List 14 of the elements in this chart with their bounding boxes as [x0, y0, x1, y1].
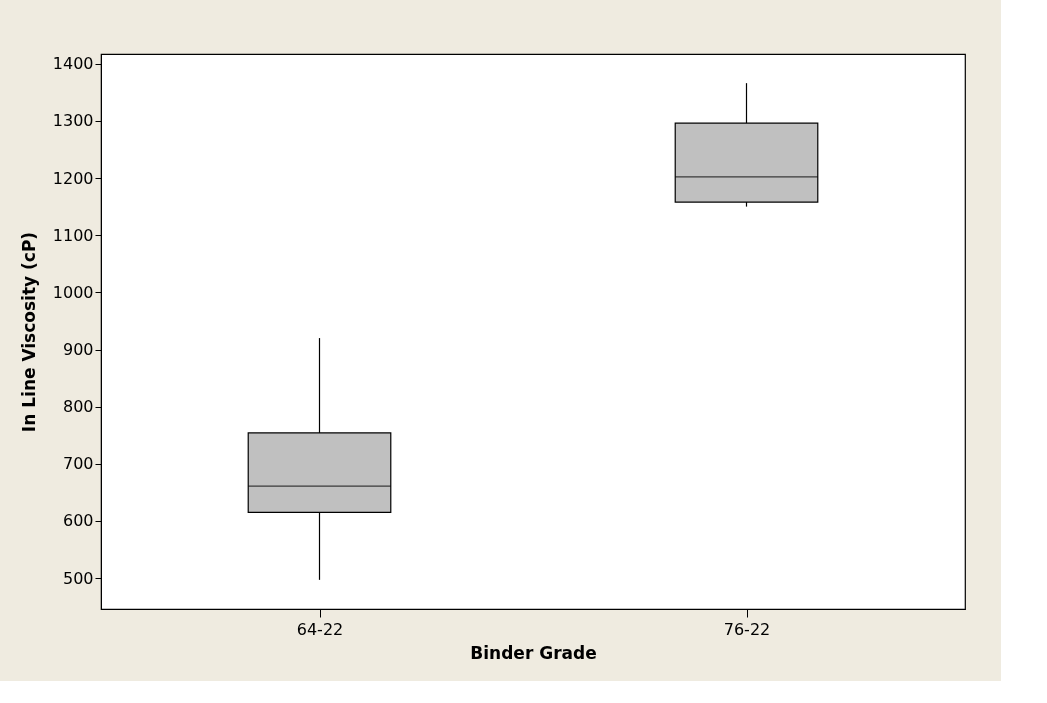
y-tick-label: 600 — [62, 511, 94, 531]
y-tick-label: 1000 — [52, 282, 94, 302]
y-tick-label: 1300 — [52, 111, 94, 131]
y-tick-label: 900 — [62, 340, 94, 359]
y-tick-label: 1200 — [52, 168, 94, 188]
y-tick-label: 1400 — [52, 54, 94, 74]
y-tick-label: 500 — [62, 568, 94, 588]
y-tick-label: 700 — [62, 454, 94, 474]
x-tick-label: 64-22 — [296, 619, 344, 639]
y-axis-title: In Line Viscosity (cP) — [18, 231, 39, 433]
x-tick-label: 76-22 — [723, 619, 771, 639]
y-tick-label: 1100 — [52, 225, 94, 245]
y-tick-label: 800 — [62, 397, 94, 417]
x-axis-title: Binder Grade — [470, 642, 597, 663]
